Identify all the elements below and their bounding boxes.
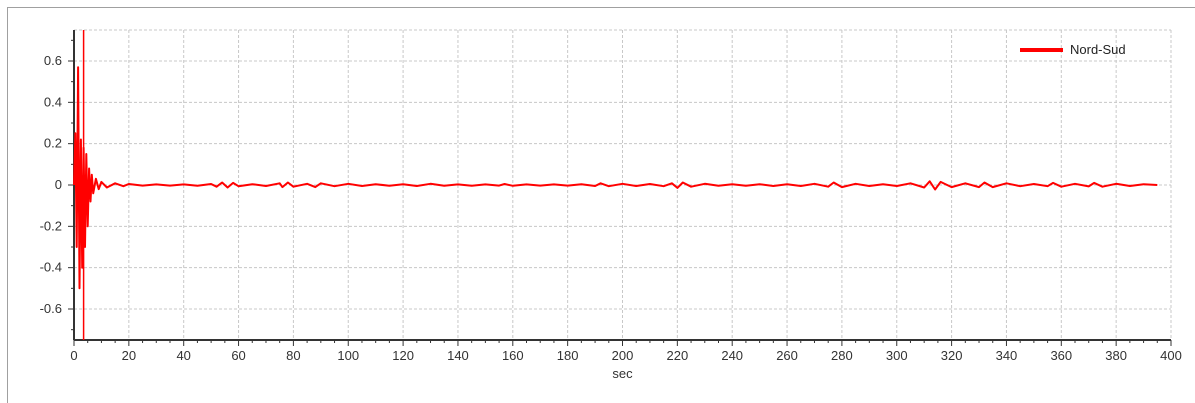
x-tick-label: 260 [776, 348, 798, 363]
x-tick-labels: 0 20 40 60 80 100 120 140 160 180 200 220 240 260 280 3… [70, 348, 1181, 363]
x-tick-label: 400 [1160, 348, 1182, 363]
x-axis-title: sec [612, 366, 633, 381]
x-tick-label: 340 [996, 348, 1018, 363]
x-tick-label: 180 [557, 348, 579, 363]
x-tick-label: 220 [666, 348, 688, 363]
y-tick-label: 0.2 [44, 136, 62, 151]
tick-marks [68, 39, 1172, 346]
y-tick-label: -0.6 [40, 301, 62, 316]
x-tick-label: 240 [721, 348, 743, 363]
legend-label-nord-sud: Nord-Sud [1070, 42, 1126, 57]
x-tick-label: 60 [231, 348, 245, 363]
panel-border-left [7, 7, 8, 403]
grid-lines [74, 29, 1172, 340]
legend: Nord-Sud [1020, 42, 1126, 57]
y-tick-label: 0.6 [44, 53, 62, 68]
y-tick-label: -0.2 [40, 218, 62, 233]
x-tick-label: 140 [447, 348, 469, 363]
x-tick-label: 80 [286, 348, 300, 363]
x-tick-label: 100 [337, 348, 359, 363]
series-layer [73, 66, 1158, 290]
x-tick-label: 40 [176, 348, 190, 363]
series-line-nord-sud [73, 66, 1158, 290]
x-tick-label: 360 [1050, 348, 1072, 363]
x-tick-label: 320 [941, 348, 963, 363]
panel-border-top [7, 7, 1195, 8]
x-tick-label: 380 [1105, 348, 1127, 363]
x-tick-label: 300 [886, 348, 908, 363]
x-tick-label: 200 [612, 348, 634, 363]
y-tick-label: -0.4 [40, 260, 62, 275]
y-tick-label: 0.4 [44, 94, 62, 109]
x-tick-label: 20 [122, 348, 136, 363]
x-tick-label: 160 [502, 348, 524, 363]
x-tick-label: 0 [70, 348, 77, 363]
x-tick-label: 280 [831, 348, 853, 363]
x-tick-label: 120 [392, 348, 414, 363]
y-tick-label: 0 [55, 177, 62, 192]
y-tick-labels: 0.6 0.4 0.2 0 -0.2 -0.4 -0.6 [40, 53, 62, 316]
